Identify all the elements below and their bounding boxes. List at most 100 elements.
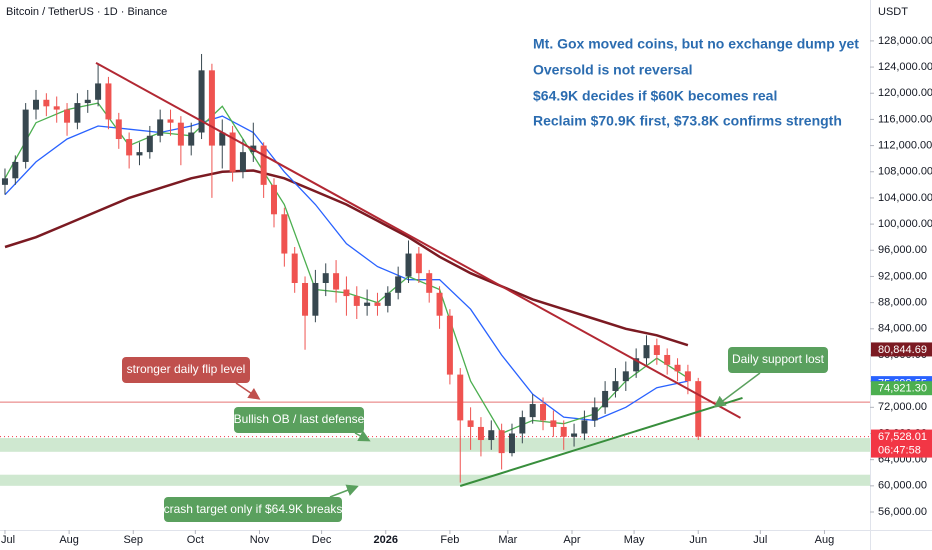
candle-body (488, 430, 495, 441)
currency-label: USDT (878, 6, 908, 18)
price-countdown: 06:47:58 (878, 444, 921, 456)
candle-body (260, 145, 267, 185)
candle-body (374, 302, 381, 306)
y-tick-label: 88,000.00 (878, 297, 927, 309)
zone (0, 474, 870, 486)
callout-arrow (354, 430, 371, 442)
callout-box (122, 357, 250, 383)
candle-body (188, 132, 195, 146)
candle-body (571, 433, 578, 437)
candle-body (105, 83, 112, 120)
x-tick-label: Nov (250, 534, 270, 546)
candle-body (43, 99, 50, 107)
price-label-box (871, 381, 932, 396)
candle-body (177, 122, 184, 146)
candle-body (477, 426, 484, 441)
candle-body (674, 364, 681, 372)
x-tick-label: Apr (563, 534, 580, 546)
candle-body (653, 345, 660, 355)
y-tick-label: 60,000.00 (878, 480, 927, 492)
candle-body (457, 374, 464, 421)
candle-body (384, 292, 391, 306)
candle-body (519, 417, 526, 434)
x-tick-label: Feb (440, 534, 459, 546)
y-tick-label: 116,000.00 (878, 113, 932, 125)
trendline (95, 62, 741, 419)
callout: Bullish OB / last defense (234, 407, 371, 442)
candle-body (664, 354, 671, 365)
callout-text: stronger daily flip level (127, 362, 246, 376)
candle-body (581, 420, 588, 434)
candle-body (1, 178, 8, 185)
y-tick-label: 96,000.00 (878, 244, 927, 256)
callout-text: Bullish OB / last defense (234, 412, 365, 426)
candle-body (126, 139, 133, 156)
y-tick-label: 112,000.00 (878, 139, 932, 151)
candle-body (281, 214, 288, 254)
candle-body (84, 99, 91, 104)
callout-text: Daily support lost (732, 352, 825, 366)
candle-body (95, 83, 102, 100)
callout-arrow (713, 372, 761, 408)
candle-body (312, 282, 319, 316)
candle-body (591, 407, 598, 421)
y-tick-label: 84,000.00 (878, 323, 927, 335)
candle-body (643, 345, 650, 359)
candle-body (219, 132, 226, 146)
callout: stronger daily flip level (122, 357, 261, 400)
price-label-box (871, 429, 932, 458)
x-tick-label: Jul (753, 534, 767, 546)
x-tick-label: May (624, 534, 645, 546)
candle-body (208, 70, 215, 146)
candle-body (415, 253, 422, 274)
callout-box (728, 347, 828, 373)
candle-body (146, 135, 153, 153)
candle-body (270, 184, 277, 215)
candle-body (74, 103, 81, 123)
candle-body (322, 273, 329, 283)
chart-title: Bitcoin / TetherUS · 1D · Binance (6, 6, 167, 18)
note: Oversold is not reversal (533, 62, 693, 78)
y-tick-label: 128,000.00 (878, 35, 932, 47)
candle-body (446, 315, 453, 375)
candle-body (343, 289, 350, 297)
candle-body (560, 426, 567, 437)
candle-body (364, 302, 371, 306)
candle-body (436, 292, 443, 316)
candle-body (333, 273, 340, 290)
callout: Daily support lost (713, 347, 828, 408)
x-tick-label: Jul (1, 534, 15, 546)
candle-body (64, 109, 71, 123)
callout-arrow (235, 382, 261, 400)
x-tick-label: Sep (123, 534, 143, 546)
candle-body (508, 433, 515, 454)
candle-body (426, 273, 433, 293)
candle-body (612, 381, 619, 391)
callout-text: crash target only if $64.9K breaks (164, 502, 343, 516)
callout: crash target only if $64.9K breaks (164, 484, 359, 522)
price-label: 74,921.30 (878, 383, 927, 395)
x-tick-label: Aug (815, 534, 835, 546)
candle-body (12, 161, 19, 179)
y-tick-label: 104,000.00 (878, 192, 932, 204)
y-tick-label: 56,000.00 (878, 506, 927, 518)
callout-box (164, 497, 342, 522)
candle-body (529, 404, 536, 418)
candle-body (684, 371, 691, 382)
candle-body (633, 358, 640, 372)
candle-body (22, 109, 29, 162)
candle-body (622, 371, 629, 382)
y-tick-label: 72,000.00 (878, 401, 927, 413)
x-tick-label: Jun (689, 534, 707, 546)
trendline (459, 396, 743, 487)
candle-body (136, 152, 143, 156)
candle-body (602, 390, 609, 408)
zone (0, 438, 870, 452)
candle-body (229, 132, 236, 172)
candle-body (33, 99, 40, 110)
price-label: 67,528.01 (878, 431, 927, 443)
candle-body (239, 152, 246, 172)
callout-arrow (329, 484, 359, 498)
note: $64.9K decides if $60K becomes real (533, 88, 777, 104)
